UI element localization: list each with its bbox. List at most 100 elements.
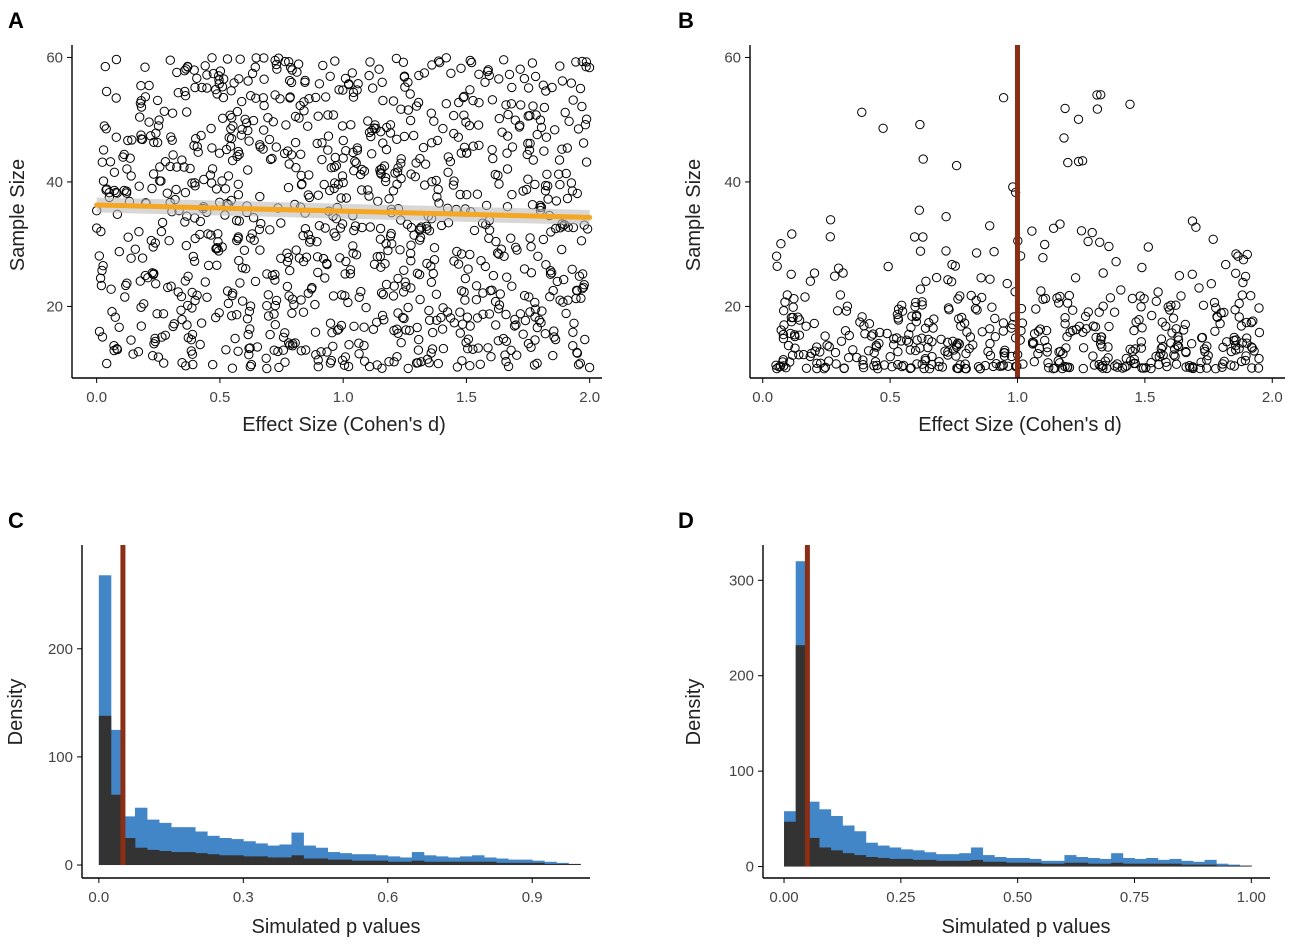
scatter-point — [203, 293, 211, 301]
scatter-point — [978, 328, 986, 336]
scatter-point — [569, 96, 577, 104]
scatter-point — [801, 293, 809, 301]
histogram-bar-subset — [291, 855, 303, 865]
histogram-bar-subset — [901, 859, 913, 867]
scatter-point — [530, 361, 538, 369]
scatter-point — [1053, 294, 1061, 302]
scatter-point — [186, 164, 194, 172]
panel-letter-c: C — [8, 508, 24, 533]
scatter-point — [956, 292, 964, 300]
scatter-point — [1061, 104, 1069, 112]
scatter-point — [376, 224, 384, 232]
scatter-point — [823, 341, 831, 349]
scatter-point — [324, 146, 332, 154]
scatter-point — [528, 59, 536, 67]
scatter-point — [313, 139, 321, 147]
histogram-bar-subset — [352, 861, 364, 865]
scatter-point — [1071, 274, 1079, 282]
scatter-point — [1232, 269, 1240, 277]
scatter-point — [543, 170, 551, 178]
histogram-bar-subset — [171, 852, 183, 865]
scatter-point — [577, 237, 585, 245]
scatter-point — [121, 293, 129, 301]
scatter-point — [456, 329, 464, 337]
scatter-point — [122, 189, 130, 197]
scatter-point — [1060, 134, 1068, 142]
scatter-point — [360, 357, 368, 365]
scatter-point — [393, 353, 401, 361]
scatter-point — [172, 185, 180, 193]
scatter-point — [842, 307, 850, 315]
scatter-point — [347, 121, 355, 129]
histogram-bar-subset — [219, 855, 231, 865]
scatter-point — [165, 237, 173, 245]
scatter-point — [511, 116, 519, 124]
scatter-point — [223, 55, 231, 63]
y-tick-label: 300 — [729, 572, 754, 589]
scatter-point — [1117, 286, 1125, 294]
scatter-point — [1106, 294, 1114, 302]
histogram-bar-subset — [376, 861, 388, 865]
scatter-point — [136, 113, 144, 121]
scatter-point — [394, 274, 402, 282]
scatter-point — [181, 218, 189, 226]
scatter-point — [218, 177, 226, 185]
scatter-point — [147, 132, 155, 140]
scatter-point — [315, 222, 323, 230]
histogram-bar-subset — [340, 860, 352, 865]
scatter-point — [304, 122, 312, 130]
scatter-point — [1148, 311, 1156, 319]
scatter-point — [207, 179, 215, 187]
scatter-point — [321, 274, 329, 282]
scatter-point — [462, 149, 470, 157]
scatter-point — [297, 150, 305, 158]
y-tick-label: 20 — [724, 298, 741, 315]
scatter-point — [461, 274, 469, 282]
y-tick-label: 100 — [729, 763, 754, 780]
scatter-point — [1061, 314, 1069, 322]
scatter-point — [1110, 308, 1118, 316]
scatter-point — [508, 282, 516, 290]
scatter-point — [912, 318, 920, 326]
scatter-point — [224, 299, 232, 307]
scatter-point — [991, 314, 999, 322]
scatter-point — [837, 337, 845, 345]
scatter-point — [110, 168, 118, 176]
scatter-point — [369, 84, 377, 92]
scatter-point — [539, 235, 547, 243]
histogram-bar-subset — [99, 716, 111, 865]
histogram-bar-subset — [364, 861, 376, 865]
scatter-point — [112, 94, 120, 102]
scatter-point — [508, 83, 516, 91]
scatter-point — [585, 363, 593, 371]
scatter-point — [148, 184, 156, 192]
scatter-point — [466, 322, 474, 330]
scatter-point — [153, 96, 161, 104]
scatter-point — [919, 233, 927, 241]
scatter-point — [350, 322, 358, 330]
scatter-point — [244, 166, 252, 174]
scatter-point — [400, 266, 408, 274]
panel-letter-a: A — [8, 8, 24, 33]
scatter-point — [555, 156, 563, 164]
scatter-point — [238, 97, 246, 105]
scatter-point — [427, 109, 435, 117]
scatter-point — [524, 84, 532, 92]
scatter-point — [990, 248, 998, 256]
scatter-point — [1105, 322, 1113, 330]
scatter-point — [1077, 227, 1085, 235]
histogram-bar-subset — [854, 855, 866, 866]
histogram-bar-subset — [328, 860, 340, 865]
scatter-point — [410, 131, 418, 139]
scatter-point — [572, 294, 580, 302]
scatter-point — [542, 261, 550, 269]
histogram-bar-subset — [508, 863, 520, 865]
scatter-point — [102, 125, 110, 133]
histogram-bar-subset — [983, 862, 995, 867]
scatter-point — [1235, 313, 1243, 321]
histogram-bar-subset — [1053, 864, 1065, 867]
scatter-point — [488, 96, 496, 104]
scatter-point — [438, 325, 446, 333]
scatter-point — [188, 288, 196, 296]
scatter-point — [541, 330, 549, 338]
